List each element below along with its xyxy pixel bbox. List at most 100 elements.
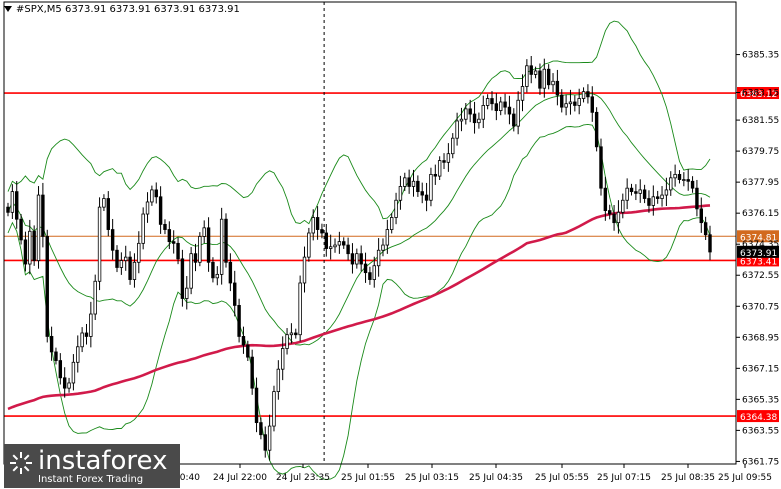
candle-body bbox=[376, 249, 381, 267]
watermark-tagline: Instant Forex Trading bbox=[38, 474, 144, 485]
symbol-quote-text: #SPX,M5 6373.91 6373.91 6373.91 6373.91 bbox=[16, 4, 240, 15]
candle-body bbox=[272, 391, 276, 427]
candle-body bbox=[485, 98, 490, 106]
candle-body bbox=[10, 191, 15, 213]
candle-body bbox=[368, 272, 372, 280]
candle-body bbox=[642, 189, 647, 199]
candle-body bbox=[241, 336, 246, 346]
candle-body bbox=[398, 186, 403, 201]
candle-body bbox=[564, 103, 568, 108]
y-tick-label: 6367.15 bbox=[742, 364, 779, 374]
candle-body bbox=[669, 177, 673, 191]
upper-band-line bbox=[7, 20, 711, 225]
candle-body bbox=[206, 227, 211, 263]
candle-body bbox=[442, 160, 446, 163]
candle-body bbox=[546, 68, 551, 86]
candle-body bbox=[276, 368, 281, 392]
candle-body bbox=[525, 65, 529, 87]
candle-body bbox=[250, 356, 254, 389]
candle-body bbox=[110, 229, 115, 251]
candle-body bbox=[503, 101, 507, 108]
candle-body bbox=[219, 218, 224, 275]
candle-body bbox=[350, 253, 355, 265]
y-tick-label: 6376.15 bbox=[742, 209, 779, 219]
candle-body bbox=[124, 256, 128, 261]
chart-header: #SPX,M5 6373.91 6373.91 6373.91 6373.91 bbox=[4, 4, 240, 15]
candle-body bbox=[180, 258, 185, 299]
candle-body bbox=[498, 101, 503, 112]
candle-body bbox=[429, 173, 433, 201]
candle-body bbox=[599, 146, 603, 189]
candle-body bbox=[695, 187, 699, 210]
candle-body bbox=[477, 118, 481, 124]
candle-body bbox=[472, 113, 477, 124]
candle-body bbox=[237, 305, 241, 337]
candle-body bbox=[359, 253, 363, 265]
candle-body bbox=[115, 249, 119, 268]
candle-body bbox=[560, 94, 564, 108]
candle-body bbox=[594, 111, 599, 148]
candle-body bbox=[41, 194, 45, 237]
candle-body bbox=[621, 199, 625, 213]
candle-body bbox=[76, 346, 80, 363]
y-tick-label: 6365.35 bbox=[742, 395, 779, 405]
candle-body bbox=[267, 425, 272, 451]
candle-body bbox=[529, 65, 533, 75]
candle-body bbox=[660, 194, 664, 199]
candle-body bbox=[590, 96, 594, 113]
candle-body bbox=[215, 273, 220, 279]
candle-body bbox=[673, 173, 677, 179]
candle-body bbox=[89, 313, 93, 337]
y-tick-label: 6377.95 bbox=[742, 178, 779, 188]
candle-body bbox=[259, 422, 263, 436]
candle-body bbox=[193, 253, 198, 263]
candle-body bbox=[577, 98, 581, 106]
candle-body bbox=[699, 208, 703, 224]
candle-body bbox=[464, 108, 468, 120]
candle-body bbox=[93, 280, 97, 315]
candle-body bbox=[23, 239, 28, 265]
candle-body bbox=[171, 241, 176, 244]
candle-body bbox=[128, 256, 132, 280]
price-line-label-box bbox=[737, 230, 779, 243]
x-tick-label: 25 Jul 05:55 bbox=[535, 473, 589, 483]
candle-body bbox=[555, 80, 560, 96]
candle-body bbox=[280, 348, 285, 370]
candle-body bbox=[45, 236, 49, 337]
candle-body bbox=[690, 180, 695, 189]
candle-body bbox=[198, 236, 202, 263]
candle-body bbox=[154, 189, 158, 198]
candle-body bbox=[586, 91, 590, 98]
candle-body bbox=[655, 196, 660, 199]
candle-body bbox=[102, 198, 106, 208]
candle-body bbox=[520, 86, 525, 101]
candle-body bbox=[185, 287, 189, 299]
lower-band-line bbox=[7, 123, 711, 480]
candle-body bbox=[211, 261, 215, 279]
y-tick-label: 6368.95 bbox=[742, 333, 779, 343]
y-tick-label: 6381.55 bbox=[742, 116, 779, 126]
candle-body bbox=[468, 108, 472, 115]
candle-body bbox=[189, 253, 193, 289]
candle-body bbox=[228, 261, 233, 284]
candle-body bbox=[433, 173, 438, 177]
candle-body bbox=[451, 137, 455, 155]
candle-body bbox=[603, 187, 608, 211]
candle-body bbox=[512, 113, 516, 127]
candle-body bbox=[516, 99, 520, 127]
candle-body bbox=[307, 232, 311, 258]
candle-body bbox=[651, 196, 656, 206]
candle-body bbox=[616, 211, 621, 224]
candle-body bbox=[294, 332, 298, 336]
candle-body bbox=[416, 180, 420, 193]
chevron-down-icon[interactable] bbox=[4, 6, 12, 12]
candle-body bbox=[608, 210, 612, 215]
candle-body bbox=[54, 351, 58, 361]
level-label-text: 6383.12 bbox=[740, 90, 777, 100]
x-tick-label: 25 Jul 07:15 bbox=[597, 473, 651, 483]
y-tick-label: 6385.35 bbox=[742, 51, 779, 61]
candle-body bbox=[363, 263, 368, 274]
candle-body bbox=[455, 120, 459, 139]
candle-body bbox=[84, 332, 89, 337]
candle-body bbox=[629, 187, 634, 193]
